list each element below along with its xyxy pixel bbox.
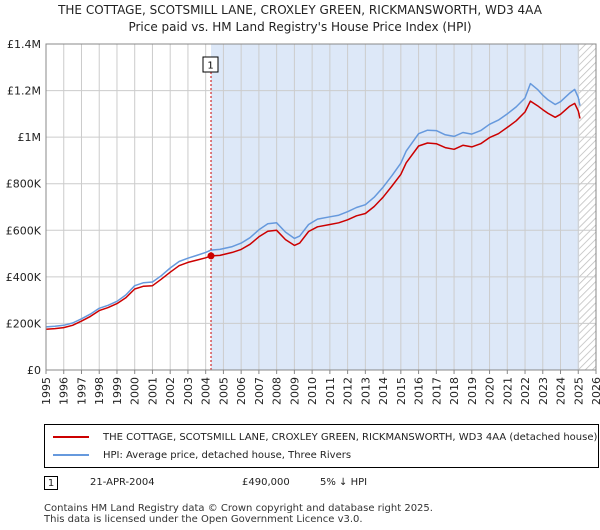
y-tick-label-6: £1.2M [7, 85, 41, 98]
x-tick-label-2008: 2008 [271, 377, 284, 405]
price-chart: 1 £0 £200K £400K £600K £800K £1M £1.2M £1.4M 199… [6, 38, 600, 405]
plot-frame [45, 43, 597, 371]
x-tick-label-1998: 1998 [93, 377, 106, 405]
x-tick-label-2002: 2002 [164, 377, 177, 405]
x-tick-label-1999: 1999 [111, 377, 124, 405]
series-line-property [45, 100, 581, 331]
x-tick-label-2012: 2012 [342, 377, 355, 405]
x-tick-label-2024: 2024 [555, 377, 568, 405]
x-tick-label-2003: 2003 [182, 377, 195, 405]
chart-title-line2: Price paid vs. HM Land Registry's House … [128, 20, 472, 34]
x-tick-label-2005: 2005 [217, 377, 230, 405]
legend-blue-swatch [53, 454, 89, 456]
x-tick-label-2014: 2014 [377, 377, 390, 405]
x-tick-label-2026: 2026 [590, 377, 600, 405]
chart-title-line1: THE COTTAGE, SCOTSMILL LANE, CROXLEY GRE… [58, 3, 542, 17]
x-tick-label-2000: 2000 [129, 377, 142, 405]
footer-line2: This data is licensed under the Open Gov… [44, 514, 363, 525]
x-tick-label-2023: 2023 [537, 377, 550, 405]
x-tick-label-2006: 2006 [235, 377, 248, 405]
footer-attribution: Contains HM Land Registry data © Crown c… [44, 503, 433, 525]
x-tick-label-2010: 2010 [306, 377, 319, 405]
transaction-date: 21-APR-2004 [90, 477, 155, 488]
footer-line1: Contains HM Land Registry data © Crown c… [44, 503, 433, 514]
x-tick-label-1996: 1996 [58, 377, 71, 405]
y-tick-label-1: £200K [6, 317, 42, 330]
legend-label-property: THE COTTAGE, SCOTSMILL LANE, CROXLEY GRE… [103, 431, 598, 443]
x-tick-label-2015: 2015 [395, 377, 408, 405]
hatched-future-range [579, 44, 596, 370]
x-tick-label-1995: 1995 [40, 377, 53, 405]
x-tick-label-1997: 1997 [75, 377, 88, 405]
x-tick-label-2016: 2016 [413, 377, 426, 405]
x-tick-label-2018: 2018 [448, 377, 461, 405]
x-tick-label-2022: 2022 [519, 377, 532, 405]
x-tick-label-2009: 2009 [288, 377, 301, 405]
shaded-range-0 [211, 44, 580, 370]
legend: THE COTTAGE, SCOTSMILL LANE, CROXLEY GRE… [44, 424, 599, 468]
y-tick-label-2: £400K [6, 271, 42, 284]
legend-item-property: THE COTTAGE, SCOTSMILL LANE, CROXLEY GRE… [53, 429, 597, 445]
annotation-box-1 [202, 56, 219, 73]
x-tick-label-2004: 2004 [200, 377, 213, 405]
x-tick-label-2019: 2019 [466, 377, 479, 405]
x-tick-label-2020: 2020 [484, 377, 497, 405]
y-tick-label-0: £0 [27, 364, 41, 377]
sale-point-1 [207, 252, 215, 260]
legend-item-hpi: HPI: Average price, detached house, Thre… [53, 447, 351, 463]
annotation-label-1: 1 [207, 61, 213, 72]
x-tick-label-2017: 2017 [430, 377, 443, 405]
x-tick-label-2011: 2011 [324, 377, 337, 405]
x-tick-label-2013: 2013 [359, 377, 372, 405]
y-tick-label-5: £1M [18, 131, 42, 144]
transaction-price: £490,000 [242, 477, 290, 488]
x-tick-label-2021: 2021 [501, 377, 514, 405]
series-line-hpi [45, 82, 581, 328]
y-tick-label-4: £800K [6, 178, 42, 191]
y-tick-label-7: £1.4M [7, 38, 41, 51]
legend-label-hpi: HPI: Average price, detached house, Thre… [103, 449, 352, 461]
y-tick-label-3: £600K [6, 224, 42, 237]
x-tick-label-2001: 2001 [146, 377, 159, 405]
transaction-number-badge: 1 [44, 476, 58, 490]
legend-red-swatch [53, 436, 89, 438]
x-tick-label-2025: 2025 [572, 377, 585, 405]
transaction-hpi-diff: 5% ↓ HPI [320, 477, 368, 488]
x-tick-label-2007: 2007 [253, 377, 266, 405]
